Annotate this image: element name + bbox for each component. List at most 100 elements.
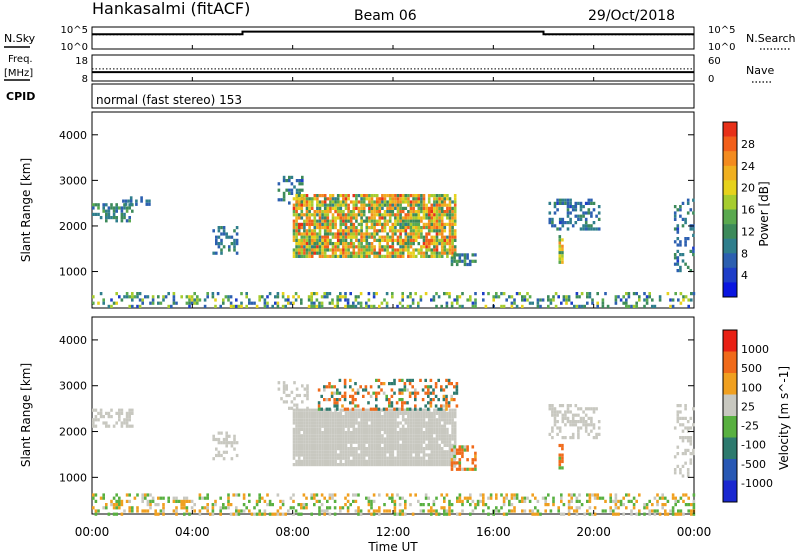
data-cell — [220, 431, 223, 435]
cpid-label: CPID — [6, 90, 35, 103]
data-cell — [258, 496, 261, 500]
data-cell — [99, 292, 103, 296]
data-cell — [352, 222, 356, 226]
data-cell — [118, 408, 121, 412]
data-cell — [300, 506, 303, 510]
data-cell — [561, 453, 564, 457]
data-cell — [294, 298, 298, 302]
data-cell — [401, 251, 405, 255]
data-cell — [310, 298, 313, 302]
data-cell — [281, 304, 285, 308]
data-cell — [375, 418, 379, 422]
data-cell — [305, 456, 309, 460]
data-cell — [94, 424, 98, 428]
data-cell — [569, 410, 572, 414]
data-cell — [388, 463, 392, 467]
data-cell — [443, 418, 447, 422]
data-cell — [334, 219, 337, 223]
data-cell — [313, 447, 317, 451]
data-cell — [440, 254, 444, 258]
data-cell — [648, 509, 651, 513]
data-cell — [141, 301, 144, 305]
data-cell — [551, 413, 554, 417]
data-cell — [469, 503, 472, 507]
data-cell — [597, 217, 601, 221]
data-cell — [317, 388, 321, 392]
data-cell — [245, 295, 248, 299]
data-cell — [367, 509, 371, 513]
data-cell — [318, 242, 322, 246]
data-cell — [329, 222, 332, 226]
data-cell — [396, 200, 400, 204]
data-cell — [313, 421, 317, 425]
data-cell — [433, 229, 436, 233]
data-cell — [673, 256, 677, 260]
data-cell — [313, 427, 317, 431]
data-cell — [412, 254, 415, 258]
data-cell — [417, 301, 420, 305]
data-cell — [339, 219, 343, 223]
data-cell — [679, 205, 682, 209]
data-cell — [394, 254, 397, 258]
data-cell — [102, 209, 105, 213]
data-cell — [375, 197, 379, 201]
data-cell — [433, 456, 436, 460]
data-cell — [308, 440, 311, 444]
data-cell — [443, 229, 447, 233]
data-cell — [427, 401, 430, 405]
data-cell — [339, 216, 343, 220]
colorbar-swatch — [723, 151, 737, 167]
data-cell — [295, 203, 298, 207]
data-cell — [648, 512, 651, 516]
data-cell — [391, 194, 395, 198]
data-cell — [359, 301, 363, 305]
data-cell — [458, 464, 462, 468]
data-cell — [346, 301, 350, 305]
data-cell — [420, 440, 423, 444]
data-cell — [427, 213, 431, 217]
data-cell — [344, 235, 348, 239]
data-cell — [316, 453, 319, 457]
data-cell — [310, 450, 314, 454]
data-cell — [338, 391, 342, 395]
data-cell — [295, 188, 299, 192]
data-cell — [558, 221, 562, 225]
data-cell — [502, 292, 506, 296]
data-cell — [355, 450, 358, 454]
data-cell — [300, 424, 304, 428]
data-cell — [461, 253, 464, 257]
data-cell — [149, 493, 152, 497]
data-cell — [370, 411, 374, 415]
data-cell — [352, 434, 356, 438]
data-cell — [329, 210, 332, 214]
data-cell — [330, 391, 334, 395]
data-cell — [368, 431, 371, 435]
data-cell — [131, 295, 134, 299]
data-cell — [375, 463, 379, 467]
data-cell — [292, 499, 295, 503]
data-cell — [362, 254, 366, 258]
data-cell — [407, 421, 410, 425]
data-cell — [128, 415, 131, 419]
data-cell — [300, 447, 304, 451]
data-cell — [438, 254, 441, 258]
data-cell — [375, 232, 379, 236]
data-cell — [360, 418, 363, 422]
data-cell — [378, 219, 382, 223]
data-cell — [190, 298, 194, 302]
data-cell — [528, 295, 532, 299]
data-cell — [446, 450, 449, 454]
data-cell — [131, 209, 134, 213]
data-cell — [233, 238, 236, 242]
data-cell — [451, 421, 454, 425]
data-cell — [211, 503, 215, 507]
data-cell — [313, 197, 317, 201]
data-cell — [561, 257, 564, 261]
data-cell — [399, 251, 402, 255]
data-cell — [430, 447, 434, 451]
data-cell — [386, 203, 389, 207]
data-cell — [487, 512, 490, 516]
data-cell — [334, 440, 337, 444]
data-cell — [303, 248, 306, 252]
data-cell — [448, 229, 452, 233]
